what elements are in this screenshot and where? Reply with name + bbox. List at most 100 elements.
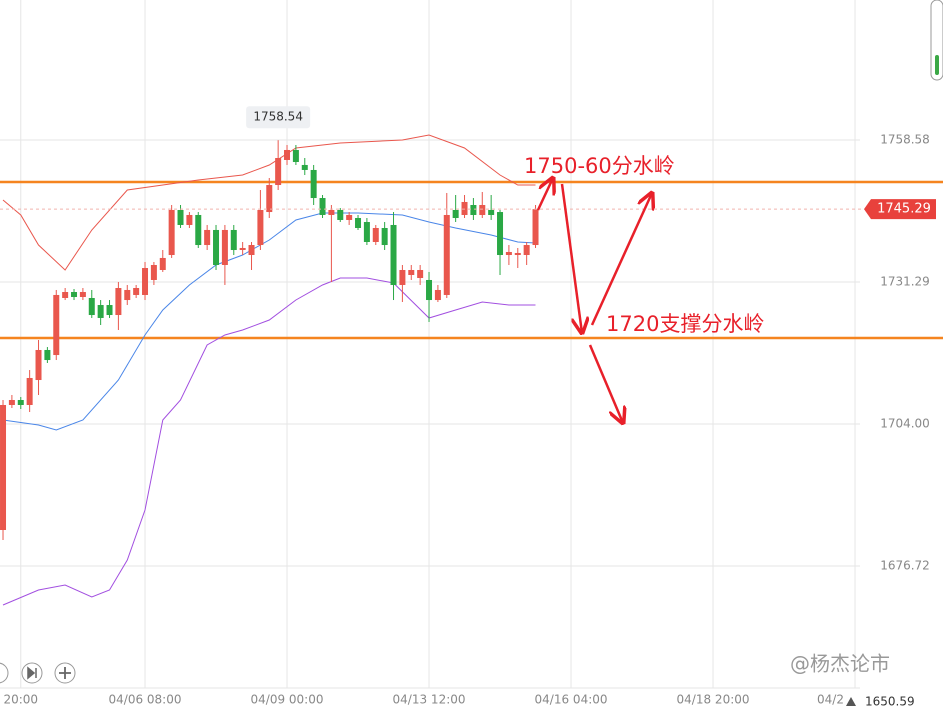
x-tick-label: 04/16 04:00 bbox=[535, 693, 608, 707]
candle-body bbox=[434, 289, 441, 301]
y-tick-label: 1704.00 bbox=[880, 417, 930, 431]
candle-body bbox=[363, 222, 370, 242]
candle-body bbox=[168, 209, 175, 256]
candle-body bbox=[142, 268, 149, 295]
candle-body bbox=[399, 269, 406, 285]
candle-body bbox=[195, 214, 202, 246]
candle-body bbox=[204, 229, 211, 246]
candle-body bbox=[443, 214, 450, 295]
candle-body bbox=[346, 214, 353, 220]
candle-body bbox=[35, 349, 42, 381]
axes: 1758.58 1731.29 1704.00 1676.72 20:00 04/06 0… bbox=[3, 132, 936, 707]
candle-body bbox=[8, 399, 15, 405]
nav-end-icon bbox=[27, 666, 37, 680]
candle-body bbox=[186, 214, 193, 225]
candle-body bbox=[106, 305, 113, 316]
high-label: 1758.54 bbox=[253, 110, 303, 124]
candle-body bbox=[319, 198, 326, 215]
candle-body bbox=[505, 251, 512, 256]
arrow bbox=[536, 178, 553, 211]
watermark: @杨杰论市 bbox=[790, 652, 890, 676]
candle-body bbox=[159, 257, 166, 270]
footer-value: 1650.59 bbox=[865, 695, 915, 709]
candle-body bbox=[133, 288, 140, 295]
arrow bbox=[590, 193, 652, 326]
candle-body bbox=[426, 279, 433, 301]
candle-body bbox=[239, 247, 246, 251]
candle-body bbox=[479, 204, 486, 215]
nav-zoom-icon bbox=[59, 667, 71, 679]
x-tick-label: 04/06 08:00 bbox=[109, 693, 182, 707]
last-price-label: 1745.29 bbox=[877, 202, 931, 217]
candle-body bbox=[337, 209, 344, 220]
candle-body bbox=[452, 209, 459, 219]
arrow bbox=[560, 183, 582, 333]
band-line bbox=[2, 134, 536, 271]
y-tick-label: 1676.72 bbox=[880, 559, 930, 573]
annotation: 1720支撑分水岭 bbox=[606, 312, 764, 336]
band-line bbox=[2, 277, 536, 606]
candle-body bbox=[266, 185, 273, 213]
candle-body bbox=[514, 252, 521, 256]
x-tick-label: 04/09 00:00 bbox=[251, 693, 324, 707]
last-price-tag bbox=[864, 199, 936, 220]
candle-body bbox=[177, 209, 184, 225]
candle-body bbox=[497, 212, 504, 256]
y-tick-label: 1731.29 bbox=[880, 275, 930, 289]
arrow bbox=[588, 344, 623, 423]
plot-area: 1758.54 bbox=[0, 106, 943, 606]
high-label-box bbox=[246, 106, 311, 129]
candle-body bbox=[115, 288, 122, 316]
candle-body bbox=[372, 227, 379, 242]
candle-body bbox=[44, 349, 51, 361]
candle-body bbox=[488, 209, 495, 215]
candle-body bbox=[26, 377, 33, 405]
y-tick-label: 1758.58 bbox=[880, 132, 930, 146]
candle-body bbox=[292, 149, 299, 163]
band-line bbox=[2, 212, 536, 431]
x-tick-label: 04/18 20:00 bbox=[677, 693, 750, 707]
candle-body bbox=[408, 269, 415, 275]
candle-body bbox=[417, 269, 424, 279]
x-tick-label: 04/13 12:00 bbox=[393, 693, 466, 707]
nav-buttons[interactable] bbox=[0, 662, 76, 684]
candle-body bbox=[124, 289, 131, 301]
candle-body bbox=[0, 404, 7, 530]
footer-icon bbox=[846, 697, 856, 706]
candle-body bbox=[97, 305, 104, 318]
candle-body bbox=[62, 292, 69, 298]
x-tick-label: 04/2 bbox=[817, 693, 844, 707]
candle-body bbox=[470, 204, 477, 215]
candle-body bbox=[150, 264, 157, 280]
candle-body bbox=[381, 227, 388, 246]
candle-body bbox=[532, 209, 539, 246]
candle-body bbox=[310, 169, 317, 199]
candle-body bbox=[248, 245, 255, 256]
candle-body bbox=[88, 297, 95, 316]
candle-body bbox=[355, 218, 362, 228]
candle-body bbox=[301, 164, 308, 170]
candle-body bbox=[284, 149, 291, 160]
nav-prev[interactable] bbox=[0, 662, 9, 684]
x-tick-label: 20:00 bbox=[3, 693, 38, 707]
annotation: 1750-60分水岭 bbox=[524, 154, 675, 178]
scrollbar[interactable] bbox=[930, 0, 943, 81]
candle-body bbox=[275, 158, 282, 186]
candle-body bbox=[79, 292, 86, 298]
candle-body bbox=[257, 209, 264, 246]
grid bbox=[0, 0, 860, 689]
candle-body bbox=[390, 224, 397, 285]
candle-body bbox=[213, 229, 220, 265]
arrows bbox=[536, 178, 652, 423]
candle-body bbox=[328, 209, 335, 215]
candle-body bbox=[230, 229, 237, 251]
candle-body bbox=[17, 399, 24, 405]
candle-body bbox=[221, 229, 228, 265]
candle-body bbox=[53, 294, 60, 356]
scroll-thumb[interactable] bbox=[935, 55, 939, 75]
candle-body bbox=[523, 245, 530, 256]
candle-body bbox=[461, 201, 468, 215]
candle-body bbox=[71, 292, 78, 298]
